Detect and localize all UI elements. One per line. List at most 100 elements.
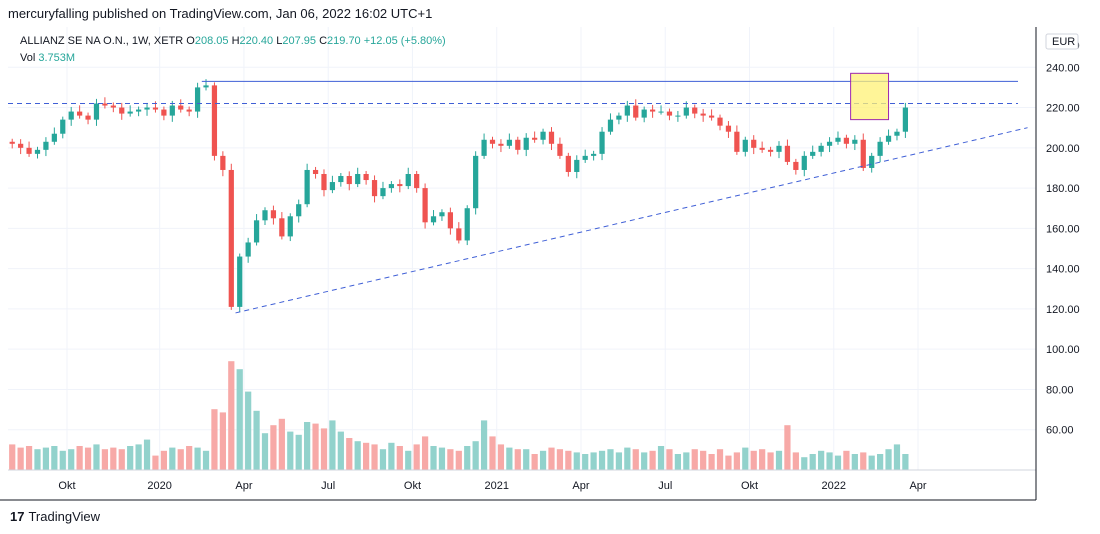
y-tick-label: 160.00 <box>1046 223 1080 235</box>
volume-bar <box>9 444 16 470</box>
volume-bar <box>68 449 75 470</box>
candle-body <box>237 256 243 307</box>
y-tick-label: 200.00 <box>1046 143 1080 155</box>
volume-bar <box>759 449 766 470</box>
volume-bar <box>649 450 656 470</box>
x-tick-label: Jul <box>658 480 672 492</box>
x-tick-label: Apr <box>235 480 252 492</box>
x-tick-label: Okt <box>58 480 75 492</box>
volume-bar <box>59 450 66 470</box>
candle-body <box>287 216 293 237</box>
high-value: 220.40 <box>239 35 274 47</box>
candle-body <box>26 147 32 154</box>
y-tick-label: 220.00 <box>1046 103 1080 115</box>
candle-body <box>826 141 833 146</box>
candle-body <box>574 159 580 172</box>
candle-body <box>548 131 555 144</box>
candle-body <box>700 113 706 116</box>
y-tick-label: 100.00 <box>1046 344 1080 356</box>
candle-body <box>51 133 57 142</box>
candle-body <box>253 220 260 243</box>
volume-bar <box>413 444 420 470</box>
candle-body <box>329 182 336 191</box>
volume-bar <box>17 447 24 470</box>
candle-body <box>380 188 386 197</box>
volume-bar <box>573 452 580 470</box>
volume-bar <box>388 442 395 470</box>
candle-body <box>60 119 66 134</box>
candle-body <box>194 87 201 112</box>
volume-bar <box>784 425 791 470</box>
volume-bar <box>860 452 867 470</box>
volume-bar <box>590 452 597 470</box>
volume-bar <box>700 450 707 470</box>
candle-body <box>279 218 285 237</box>
grid-lines <box>8 27 1036 470</box>
volume-bars <box>9 361 909 470</box>
volume-bar <box>472 441 479 470</box>
volume-bar <box>801 457 808 470</box>
axes <box>0 27 1037 501</box>
volume-bar <box>430 446 437 470</box>
currency-label: EUR <box>1052 36 1075 48</box>
candle-body <box>751 139 757 148</box>
candle-body <box>852 139 858 144</box>
x-tick-label: Apr <box>909 480 926 492</box>
volume-bar <box>329 420 336 470</box>
candle-body <box>355 173 361 185</box>
candle-body <box>338 176 344 183</box>
volume-bar <box>775 450 783 470</box>
candle-body <box>725 125 732 132</box>
candle-body <box>228 169 234 307</box>
candle-body <box>34 149 41 154</box>
currency-badge <box>1045 33 1079 50</box>
candle-body <box>18 143 24 148</box>
volume-bar <box>843 450 850 470</box>
y-tick-label: 60.00 <box>1046 425 1074 437</box>
volume-bar <box>261 433 269 470</box>
volume-bar <box>304 422 311 470</box>
volume-bar <box>615 452 623 470</box>
volume-bar <box>674 454 681 470</box>
volume-bar <box>489 436 496 470</box>
high-label: H <box>231 35 240 47</box>
candle-body <box>135 109 142 112</box>
volume-bar <box>657 446 665 470</box>
candle-body <box>810 151 816 156</box>
candle-body <box>93 103 100 120</box>
volume-bar <box>287 431 294 470</box>
volume-bar <box>607 449 614 470</box>
volume-bar <box>34 449 41 470</box>
candle-body <box>599 131 605 154</box>
volume-bar <box>25 446 33 470</box>
candle-body <box>675 115 681 117</box>
candle-body <box>523 137 529 150</box>
x-tick-label: 2021 <box>484 480 508 492</box>
volume-bar <box>877 454 884 470</box>
tradingview-footer[interactable]: 17 TradingView <box>10 509 100 524</box>
volume-bar <box>278 418 285 470</box>
candle-body <box>784 145 791 162</box>
candle-body <box>498 143 504 146</box>
volume-bar <box>143 439 151 470</box>
candle-body <box>43 141 49 150</box>
candle-body <box>582 155 588 160</box>
candle-body <box>717 117 723 126</box>
volume-bar <box>556 449 564 470</box>
volume-bar <box>792 452 799 470</box>
candle-body <box>68 111 74 120</box>
volume-bar <box>245 391 252 470</box>
candle-body <box>363 173 369 181</box>
volume-bar <box>186 446 193 470</box>
volume-bar <box>497 444 505 470</box>
candle-body <box>296 204 302 217</box>
candle-body <box>144 107 150 110</box>
candle-body <box>843 137 850 144</box>
volume-bar <box>337 431 344 470</box>
candle-body <box>557 143 563 156</box>
open-label: O <box>186 35 195 47</box>
volume-bar <box>523 449 530 470</box>
candle-body <box>119 107 125 114</box>
volume-bar <box>514 449 521 470</box>
